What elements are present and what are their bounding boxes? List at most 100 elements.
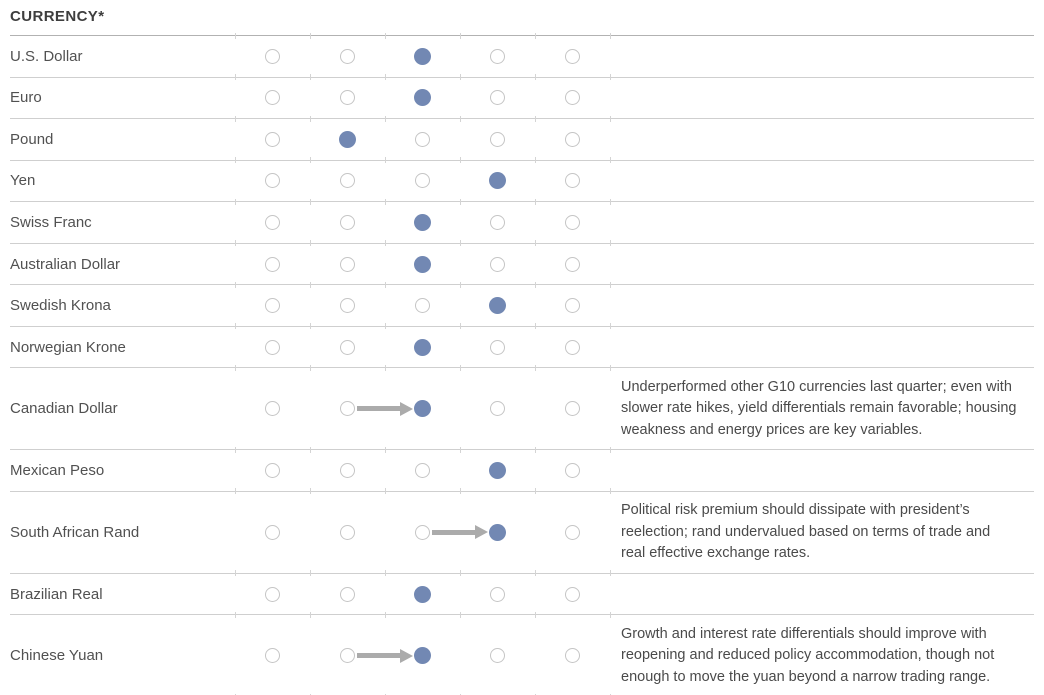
rating-dot-selected[interactable] xyxy=(414,47,431,65)
rating-dot-empty[interactable] xyxy=(265,173,280,189)
rating-dot-empty[interactable] xyxy=(490,48,505,64)
rating-dot-empty[interactable] xyxy=(340,214,355,230)
rating-dot-empty[interactable] xyxy=(490,339,505,355)
rating-dot-empty[interactable] xyxy=(340,173,355,189)
rating-dot-empty[interactable] xyxy=(490,648,505,664)
rating-dot-empty[interactable] xyxy=(490,214,505,230)
rating-dot-selected[interactable] xyxy=(414,338,431,356)
rating-dot-empty[interactable] xyxy=(340,256,355,272)
rating-dot-selected[interactable] xyxy=(414,213,431,231)
rating-dot-empty[interactable] xyxy=(265,524,280,540)
rating-dot-empty[interactable] xyxy=(340,298,355,314)
grid-tick xyxy=(609,364,611,371)
rating-dot-empty[interactable] xyxy=(265,463,280,479)
rating-dot-empty[interactable] xyxy=(340,339,355,355)
grid-tick xyxy=(384,488,386,495)
rating-dot-empty[interactable] xyxy=(415,463,430,479)
grid-tick xyxy=(384,281,386,288)
rating-dot-selected[interactable] xyxy=(414,89,431,107)
rating-dot-empty[interactable] xyxy=(265,298,280,314)
grid-tick xyxy=(459,115,461,122)
rating-dot-selected[interactable] xyxy=(414,255,431,273)
rating-dot-empty[interactable] xyxy=(565,401,580,417)
rating-dot-empty[interactable] xyxy=(490,401,505,417)
rating-dot-empty[interactable] xyxy=(565,173,580,189)
rating-dot-empty[interactable] xyxy=(265,131,280,147)
rating-dot-empty[interactable] xyxy=(265,401,280,417)
rating-dot-empty[interactable] xyxy=(415,131,430,147)
rating-dot-empty[interactable] xyxy=(265,256,280,272)
rating-dot-empty[interactable] xyxy=(565,586,580,602)
rating-dot-cell xyxy=(310,285,385,326)
rating-dot-empty[interactable] xyxy=(265,648,280,664)
rating-dot-empty[interactable] xyxy=(340,463,355,479)
grid-tick xyxy=(459,157,461,164)
rating-dot-cell xyxy=(385,244,460,285)
rating-dot-cell xyxy=(535,244,610,285)
rating-dot-selected[interactable] xyxy=(489,523,506,541)
rating-dot-empty[interactable] xyxy=(265,339,280,355)
rating-dot-cell xyxy=(310,574,385,615)
grid-tick xyxy=(609,570,611,577)
rating-dot-empty[interactable] xyxy=(265,586,280,602)
rating-dot-empty[interactable] xyxy=(490,131,505,147)
rating-dot-empty[interactable] xyxy=(565,90,580,106)
rating-dot-empty[interactable] xyxy=(340,401,355,417)
rating-dot-cell xyxy=(460,285,535,326)
grid-tick xyxy=(234,240,236,247)
rating-scale xyxy=(234,615,611,695)
rating-dot-selected[interactable] xyxy=(489,297,506,315)
rating-dot-empty[interactable] xyxy=(265,90,280,106)
rating-dot-selected[interactable] xyxy=(414,400,431,418)
rating-dot-empty[interactable] xyxy=(565,463,580,479)
rating-scale xyxy=(234,202,611,247)
grid-tick xyxy=(309,157,311,164)
commentary-line: Growth and interest rate differentials s… xyxy=(621,625,987,642)
grid-tick xyxy=(234,693,236,695)
grid-tick xyxy=(534,240,536,247)
rating-dot-cell xyxy=(310,119,385,160)
rating-dot-selected[interactable] xyxy=(339,130,356,148)
grid-tick xyxy=(309,240,311,247)
rating-dot-selected[interactable] xyxy=(489,462,506,480)
rating-dot-empty[interactable] xyxy=(565,131,580,147)
rating-dot-empty[interactable] xyxy=(265,214,280,230)
rating-dot-selected[interactable] xyxy=(414,585,431,603)
rating-dot-empty[interactable] xyxy=(340,586,355,602)
rating-dot-empty[interactable] xyxy=(415,173,430,189)
rating-dot-cell xyxy=(235,368,310,449)
rating-dot-empty[interactable] xyxy=(340,90,355,106)
rating-dot-cell xyxy=(310,161,385,202)
rating-dot-empty[interactable] xyxy=(565,648,580,664)
rating-dot-cell xyxy=(310,202,385,243)
grid-tick xyxy=(309,693,311,695)
grid-tick xyxy=(459,364,461,371)
rating-dot-empty[interactable] xyxy=(565,339,580,355)
table-row: Swiss Franc xyxy=(10,202,1034,247)
rating-dot-empty[interactable] xyxy=(565,48,580,64)
rating-dot-empty[interactable] xyxy=(490,256,505,272)
page-title: CURRENCY* xyxy=(10,8,105,25)
rating-dot-empty[interactable] xyxy=(565,524,580,540)
rating-dot-selected[interactable] xyxy=(414,647,431,665)
grid-tick xyxy=(609,157,611,164)
rating-dot-selected[interactable] xyxy=(489,172,506,190)
rating-dot-empty[interactable] xyxy=(415,298,430,314)
rating-dot-empty[interactable] xyxy=(565,298,580,314)
grid-tick xyxy=(459,693,461,695)
rating-dot-empty[interactable] xyxy=(490,586,505,602)
rating-dot-empty[interactable] xyxy=(340,48,355,64)
currency-label: Swedish Krona xyxy=(10,297,111,315)
rating-dot-empty[interactable] xyxy=(490,90,505,106)
commentary-text xyxy=(610,327,1034,368)
commentary-text xyxy=(610,574,1034,615)
grid-tick xyxy=(534,488,536,495)
rating-dot-empty[interactable] xyxy=(340,648,355,664)
rating-dot-empty[interactable] xyxy=(265,48,280,64)
rating-dot-empty[interactable] xyxy=(415,524,430,540)
rating-dot-cell xyxy=(460,492,535,573)
rating-dot-empty[interactable] xyxy=(565,214,580,230)
rating-dot-empty[interactable] xyxy=(340,524,355,540)
rating-dot-empty[interactable] xyxy=(565,256,580,272)
commentary-text xyxy=(610,36,1034,77)
